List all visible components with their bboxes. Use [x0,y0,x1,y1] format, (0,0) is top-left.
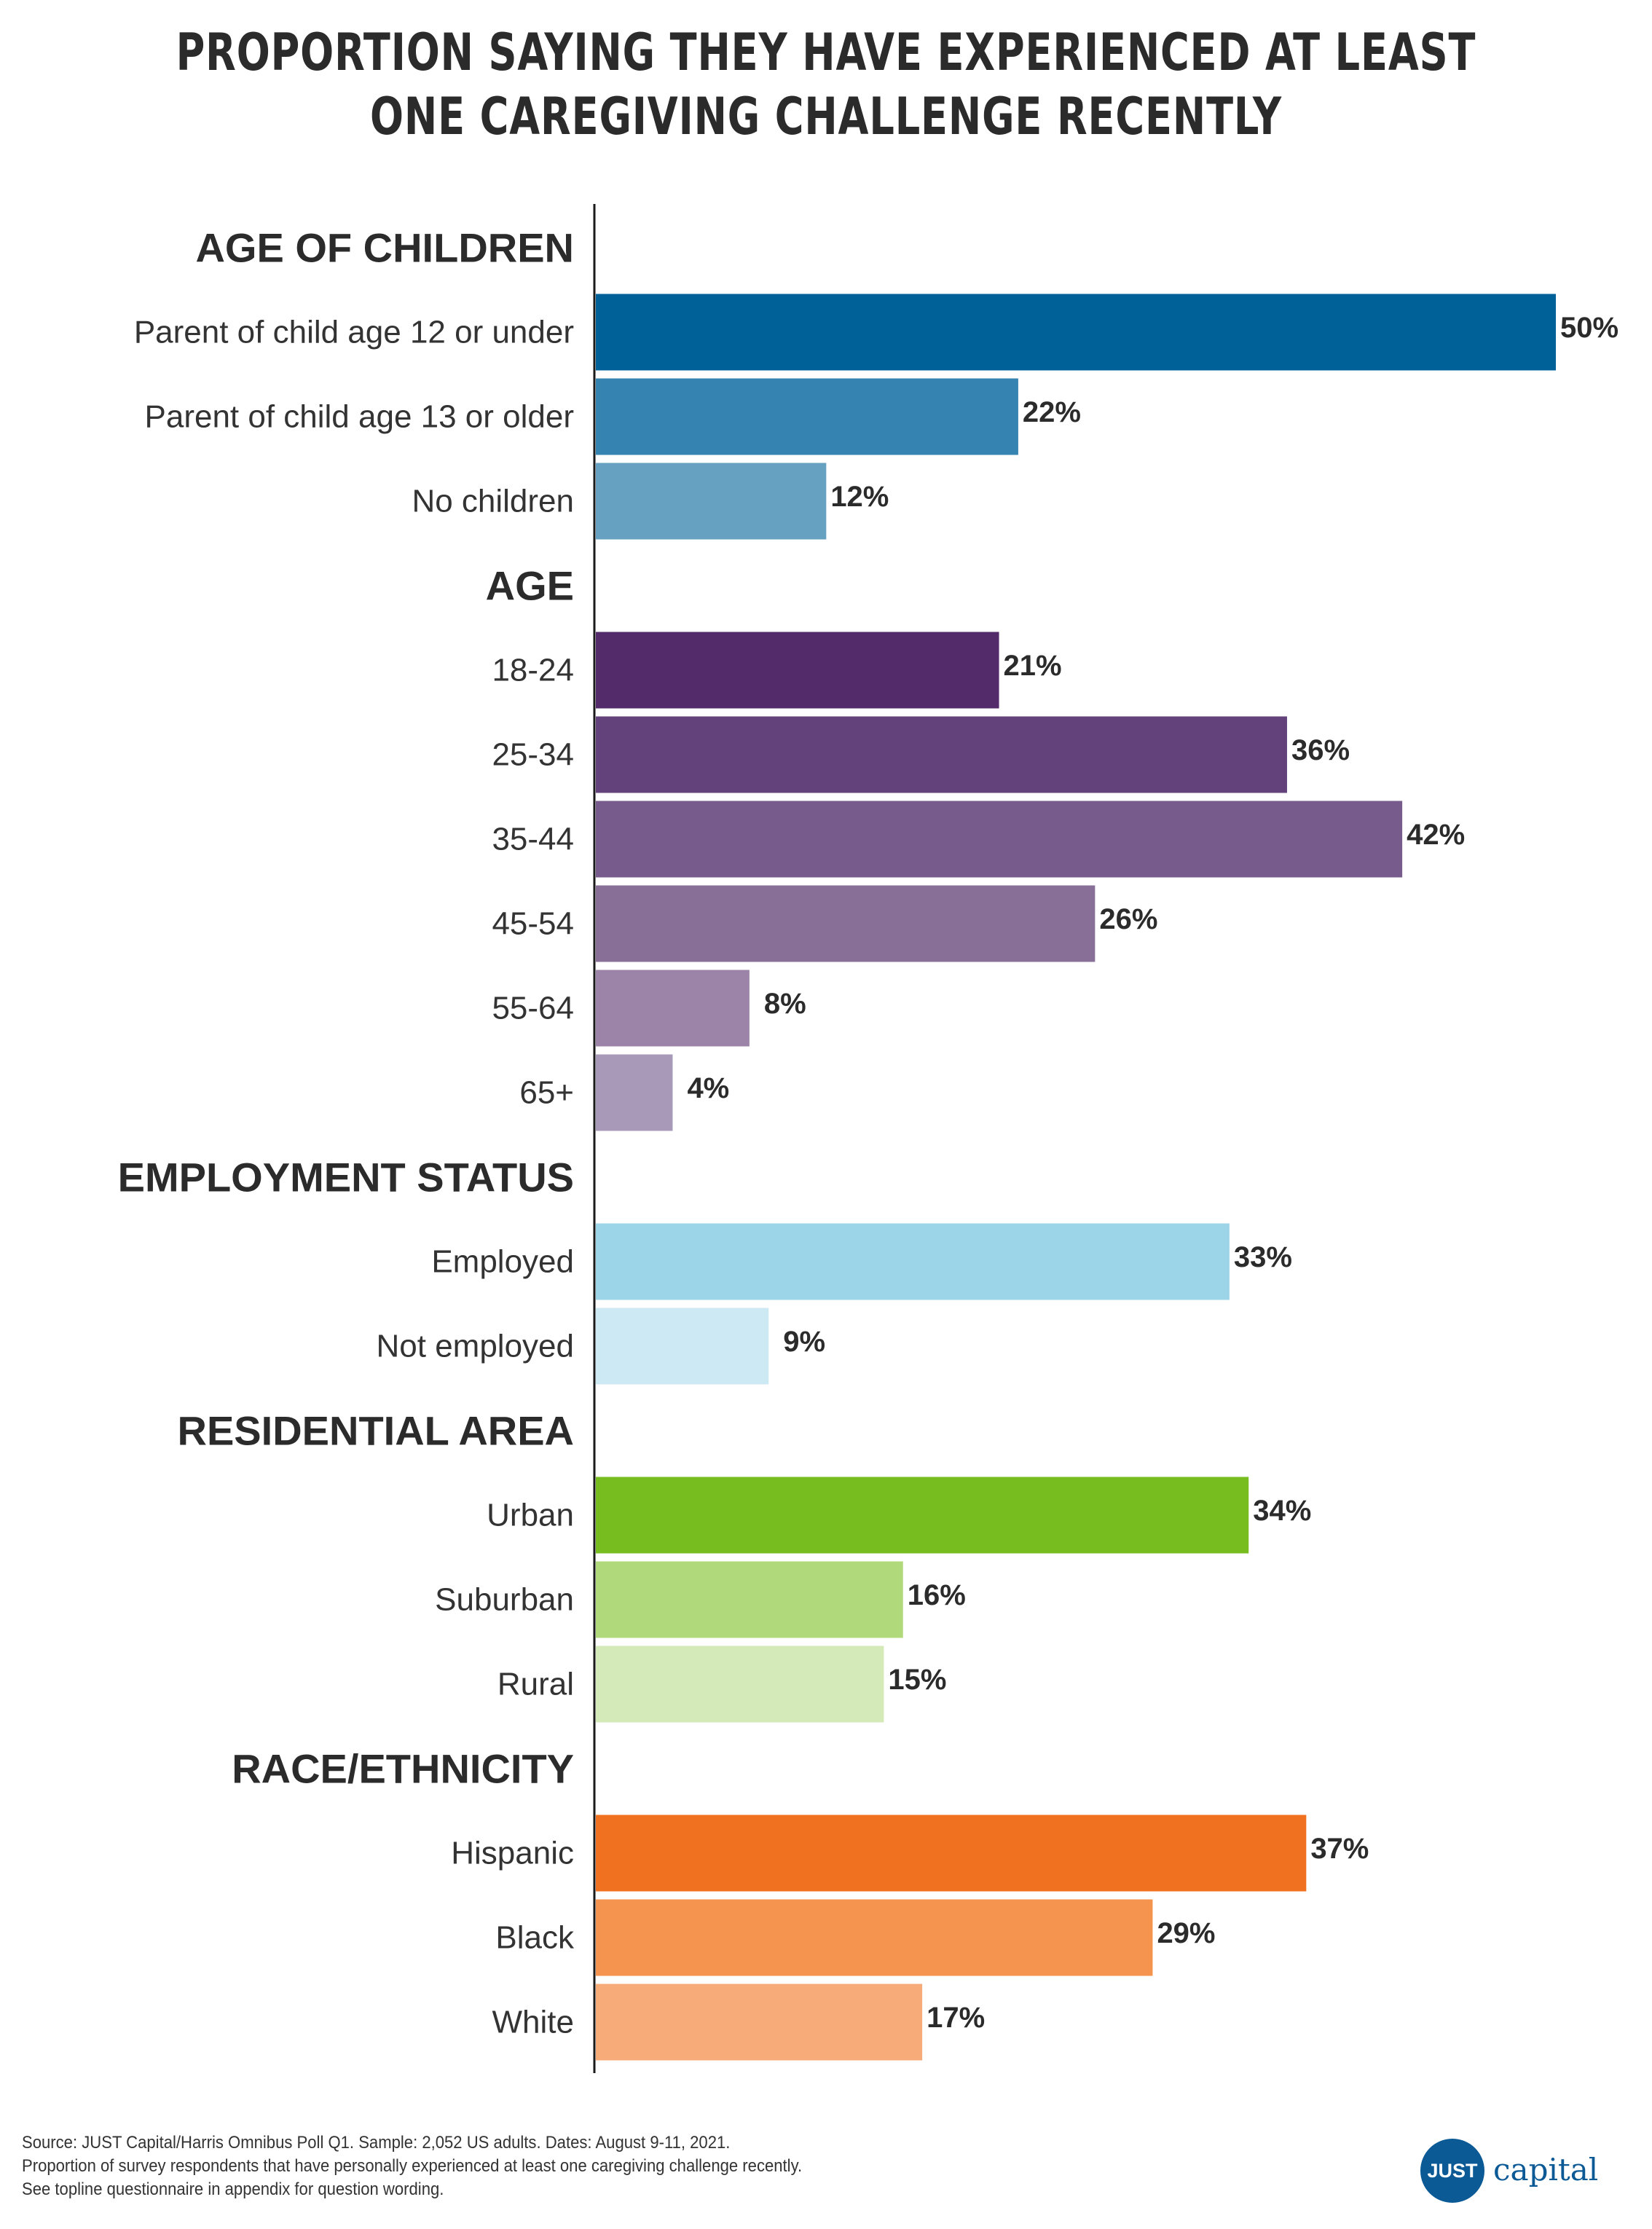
chart-title: PROPORTION SAYING THEY HAVE EXPERIENCED … [116,20,1536,149]
category-label: 65+ [519,1075,574,1111]
category-label: Rural [497,1667,574,1702]
just-capital-logo: JUST capital [1420,2139,1599,2204]
bar-race-ethnicity-2 [596,1899,1153,1976]
value-label: 15% [888,1664,946,1696]
group-header-age-of-children: AGE OF CHILDREN [195,225,574,271]
bar-employment-status-2 [596,1308,769,1385]
logo-mark: JUST [1420,2139,1484,2203]
category-label: 25-34 [492,737,574,773]
category-label: 45-54 [492,906,574,942]
category-label: Employed [431,1244,574,1280]
category-label: 35-44 [492,822,574,857]
source-line-3: See topline questionnaire in appendix fo… [22,2179,444,2199]
logo-wordmark: capital [1493,2152,1599,2187]
value-label: 22% [1023,396,1081,428]
category-label: Not employed [377,1329,574,1364]
source-note: Source: JUST Capital/Harris Omnibus Poll… [22,2131,802,2201]
value-label: 8% [764,988,806,1020]
bar-age-5 [596,970,750,1047]
value-label: 36% [1291,734,1350,766]
category-label: Hispanic [451,1836,574,1871]
bar-age-3 [596,801,1403,878]
value-label: 37% [1310,1833,1369,1865]
group-header-race-ethnicity: RACE/ETHNICITY [232,1746,574,1792]
group-header-age: AGE [486,563,574,609]
bar-age-of-children-2 [596,378,1018,455]
value-label: 9% [783,1326,825,1358]
value-label: 34% [1253,1495,1311,1527]
category-label: 18-24 [492,653,574,688]
bar-race-ethnicity-3 [596,1984,923,2061]
bar-race-ethnicity-1 [596,1815,1307,1892]
chart-title-line-1: PROPORTION SAYING THEY HAVE EXPERIENCED … [176,23,1476,82]
value-label: 50% [1560,312,1618,344]
value-label: 21% [1004,650,1062,682]
category-label: Urban [487,1498,574,1533]
value-label: 4% [687,1072,729,1104]
category-label: Black [495,1920,575,1956]
group-header-employment-status: EMPLOYMENT STATUS [118,1155,574,1200]
value-label: 42% [1407,819,1465,851]
bar-employment-status-1 [596,1223,1230,1300]
bar-age-4 [596,885,1096,962]
bar-age-2 [596,716,1287,793]
category-label: No children [412,484,574,519]
category-label: Suburban [435,1582,574,1618]
category-label: Parent of child age 13 or older [145,399,575,435]
bar-age-of-children-3 [596,463,827,540]
category-label: Parent of child age 12 or under [134,315,574,350]
bar-residential-area-3 [596,1646,884,1723]
bar-age-1 [596,632,999,709]
source-line-1: Source: JUST Capital/Harris Omnibus Poll… [22,2133,731,2153]
group-header-residential-area: RESIDENTIAL AREA [178,1408,575,1454]
bar-residential-area-2 [596,1561,903,1638]
value-label: 33% [1234,1241,1292,1273]
value-label: 26% [1099,903,1157,935]
source-line-2: Proportion of survey respondents that ha… [22,2156,803,2176]
bar-residential-area-1 [596,1477,1249,1554]
bar-age-6 [596,1054,673,1131]
bar-age-of-children-1 [596,294,1556,371]
value-label: 29% [1157,1917,1215,1949]
value-label: 12% [830,481,889,513]
value-label: 16% [908,1579,966,1611]
chart-title-line-2: ONE CAREGIVING CHALLENGE RECENTLY [370,87,1282,146]
value-label: 17% [927,2002,985,2034]
category-label: 55-64 [492,991,574,1026]
category-label: White [492,2005,574,2040]
